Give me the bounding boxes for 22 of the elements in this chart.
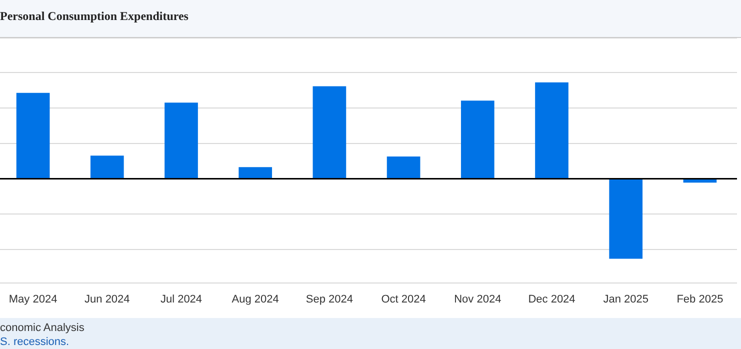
x-tick-label: May 2024 xyxy=(8,293,58,306)
x-tick-label: Aug 2024 xyxy=(232,293,279,306)
x-tick-label: Jun 2024 xyxy=(84,293,130,306)
x-tick-label: Dec 2024 xyxy=(528,293,576,306)
bar xyxy=(90,156,124,178)
bar xyxy=(460,100,494,178)
x-tick-label: Feb 2025 xyxy=(676,293,724,306)
bar xyxy=(609,179,643,259)
x-tick-label: Sep 2024 xyxy=(306,293,354,306)
x-tick-label: Nov 2024 xyxy=(454,293,502,306)
bar xyxy=(238,167,272,178)
x-tick-label: Jul 2024 xyxy=(160,293,202,306)
x-tick-label: Oct 2024 xyxy=(381,293,426,306)
text: conomic Analysis xyxy=(0,321,86,335)
bar xyxy=(386,156,420,178)
bar xyxy=(312,86,346,178)
bar xyxy=(535,82,568,178)
chart-title: Personal Consumption Expenditures xyxy=(0,0,741,38)
bar xyxy=(16,92,50,178)
bar xyxy=(164,102,198,178)
text: S. recessions. xyxy=(0,335,70,349)
x-tick-label: Jan 2025 xyxy=(603,293,648,306)
